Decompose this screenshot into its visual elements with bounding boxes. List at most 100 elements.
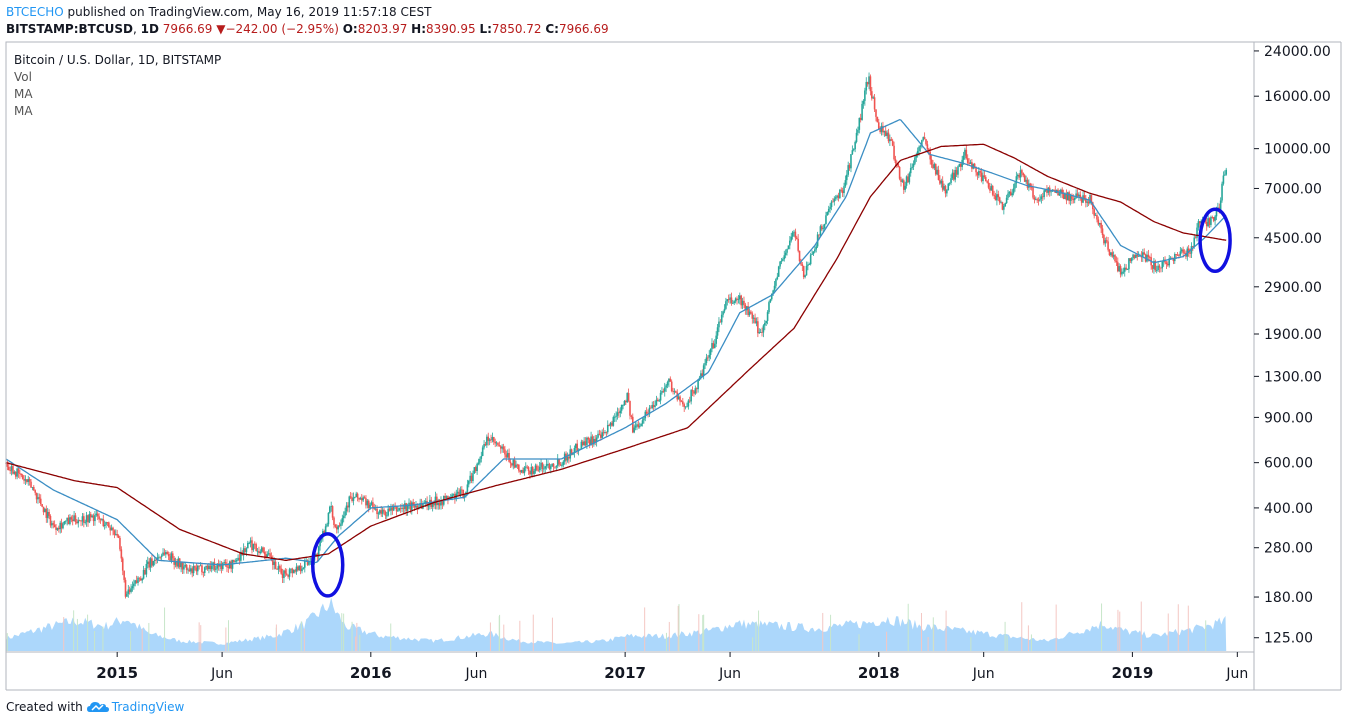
candle-body — [383, 509, 385, 512]
candle-body — [598, 433, 601, 435]
candle-body — [1153, 261, 1155, 269]
candle-body — [1147, 254, 1150, 257]
candle-body — [591, 436, 594, 445]
legend-ma-slow[interactable]: MA — [14, 104, 33, 118]
candle-body — [937, 169, 940, 180]
candle-body — [1117, 262, 1119, 272]
candle-body — [606, 425, 609, 433]
tradingview-logo[interactable]: TradingView — [86, 700, 184, 714]
candle-body — [458, 491, 460, 496]
candle-body — [66, 517, 68, 521]
candle-body — [701, 373, 704, 376]
candle-body — [912, 163, 915, 167]
candle-body — [127, 589, 130, 594]
candle-body — [191, 568, 194, 574]
candle-body — [67, 517, 70, 525]
candle-body — [684, 406, 687, 408]
candle-body — [1023, 175, 1026, 182]
candle-body — [601, 432, 604, 438]
candle-body — [989, 187, 991, 191]
candle-body — [263, 552, 266, 555]
chart-title: Bitcoin / U.S. Dollar, 1D, BITSTAMP — [14, 53, 222, 67]
legend-ma-fast[interactable]: MA — [14, 87, 33, 101]
candle-body — [151, 558, 153, 566]
candle-body — [1111, 252, 1114, 257]
candle-body — [529, 470, 531, 475]
candle-body — [1040, 196, 1043, 200]
candle-body — [900, 178, 902, 182]
candle-body — [636, 424, 638, 426]
y-tick-label: 16000.00 — [1264, 89, 1331, 105]
candle-body — [697, 379, 699, 390]
candle-body — [827, 208, 830, 213]
candle-body — [979, 171, 982, 173]
candle-body — [1208, 218, 1211, 225]
candle-body — [16, 468, 18, 477]
candle-body — [558, 458, 560, 465]
candle-body — [330, 506, 333, 507]
candle-body — [391, 507, 394, 511]
candle-body — [58, 527, 60, 530]
highlight-ellipse-1[interactable] — [310, 532, 345, 598]
candle-body — [474, 467, 477, 472]
candle-body — [176, 561, 178, 567]
candle-body — [1100, 222, 1102, 229]
candle-body — [1165, 262, 1168, 264]
candle-body — [939, 179, 941, 184]
candle-body — [936, 169, 938, 175]
candle-body — [1103, 234, 1105, 244]
candle-body — [891, 140, 894, 146]
candle-body — [966, 158, 969, 163]
highlight-ellipse-2[interactable] — [1198, 207, 1232, 274]
candle-body — [329, 506, 331, 513]
candle-body — [1090, 195, 1093, 203]
candle-body — [508, 452, 510, 462]
candle-body — [20, 474, 23, 476]
candle-body — [298, 565, 301, 571]
candle-body — [266, 554, 269, 558]
candle-body — [120, 549, 123, 559]
candle-body — [486, 436, 488, 446]
candle-body — [237, 557, 239, 561]
candle-body — [170, 553, 173, 561]
publisher-name[interactable]: BTCECHO — [6, 5, 64, 19]
candle-body — [1069, 195, 1072, 201]
candle-body — [854, 141, 856, 150]
candle-body — [365, 498, 367, 506]
candle-body — [348, 496, 351, 508]
candle-body — [119, 537, 121, 550]
open-value: 8203.97 — [357, 22, 408, 36]
candle-body — [95, 513, 98, 516]
down-arrow-icon: ▼ — [216, 22, 226, 36]
candle-body — [1029, 183, 1032, 188]
high-value: 8390.95 — [426, 22, 476, 36]
candle-body — [704, 362, 706, 366]
candle-body — [49, 515, 52, 526]
candle-body — [836, 195, 838, 198]
candle-body — [112, 527, 114, 531]
candle-body — [644, 411, 647, 419]
candle-body — [941, 180, 944, 190]
candle-body — [934, 163, 937, 175]
candle-body — [1197, 221, 1200, 228]
candle-body — [1119, 266, 1122, 275]
candle-body — [409, 502, 412, 510]
legend-vol[interactable]: Vol — [14, 70, 32, 84]
candle-body — [267, 553, 270, 555]
candle-body — [993, 194, 995, 196]
candle-body — [345, 505, 348, 512]
candle-body — [424, 501, 427, 503]
candle-body — [620, 404, 623, 411]
candle-body — [6, 463, 9, 467]
candle-body — [1043, 190, 1045, 197]
candle-body — [392, 505, 395, 511]
candle-body — [923, 137, 926, 140]
candle-body — [326, 524, 328, 527]
candle-body — [395, 506, 398, 512]
candle-body — [1207, 218, 1209, 227]
candle-body — [1007, 193, 1009, 198]
candle-body — [850, 154, 852, 169]
candle-body — [338, 525, 341, 527]
candle-body — [1080, 198, 1083, 203]
